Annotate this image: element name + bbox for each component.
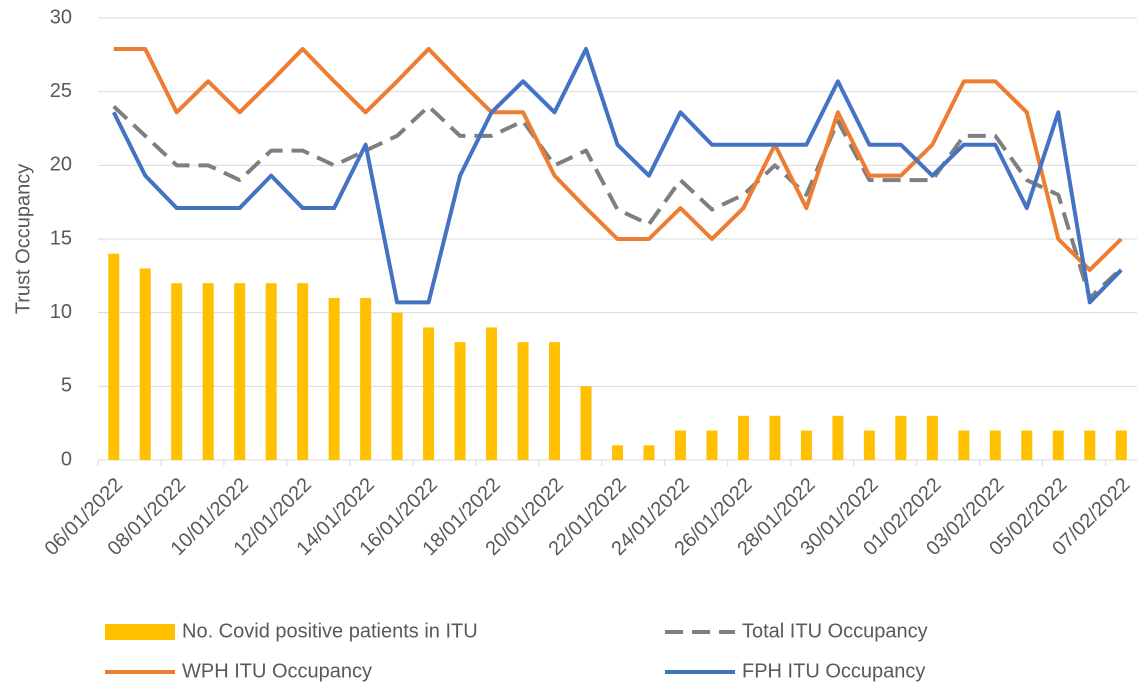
legend-swatch xyxy=(105,624,175,640)
bar xyxy=(234,283,246,460)
bar xyxy=(139,268,151,460)
bar xyxy=(517,342,529,460)
bar xyxy=(674,430,686,460)
bar xyxy=(1084,430,1096,460)
bar xyxy=(989,430,1001,460)
bar xyxy=(391,312,403,460)
bar xyxy=(1052,430,1064,460)
bar xyxy=(549,342,561,460)
line xyxy=(112,104,1123,300)
bar xyxy=(895,415,907,460)
bar xyxy=(580,386,592,460)
y-tick-label: 20 xyxy=(50,154,72,176)
bar xyxy=(297,283,309,460)
bar xyxy=(706,430,718,460)
bar xyxy=(612,445,623,460)
y-tick-label: 25 xyxy=(50,80,72,102)
y-tick-label: 10 xyxy=(50,301,72,323)
bar xyxy=(1021,430,1033,460)
bar xyxy=(171,283,183,460)
bar xyxy=(202,283,214,460)
legend-label: WPH ITU Occupancy xyxy=(182,660,372,682)
legend-label: No. Covid positive patients in ITU xyxy=(182,620,478,642)
bar xyxy=(832,415,844,460)
bar xyxy=(265,283,277,460)
bar xyxy=(958,430,970,460)
bar xyxy=(863,430,875,460)
y-tick-label: 15 xyxy=(50,227,72,249)
y-tick-label: 5 xyxy=(61,375,72,397)
bar xyxy=(769,415,781,460)
y-tick-label: 0 xyxy=(61,448,72,470)
bar xyxy=(360,297,372,460)
bar xyxy=(800,430,812,460)
bar xyxy=(486,327,498,460)
bar xyxy=(328,297,340,460)
y-tick-label: 30 xyxy=(50,6,72,28)
legend-label: FPH ITU Occupancy xyxy=(742,660,925,682)
bar xyxy=(454,342,466,460)
legend-label: Total ITU Occupancy xyxy=(742,620,928,642)
line xyxy=(113,46,1123,272)
line xyxy=(111,46,1123,305)
y-axis-title: Trust Occupancy xyxy=(12,164,34,314)
bar xyxy=(108,253,120,460)
bar xyxy=(737,415,749,460)
bar xyxy=(643,445,655,460)
bar xyxy=(423,327,435,460)
bar xyxy=(926,415,938,460)
bar xyxy=(1115,430,1127,460)
